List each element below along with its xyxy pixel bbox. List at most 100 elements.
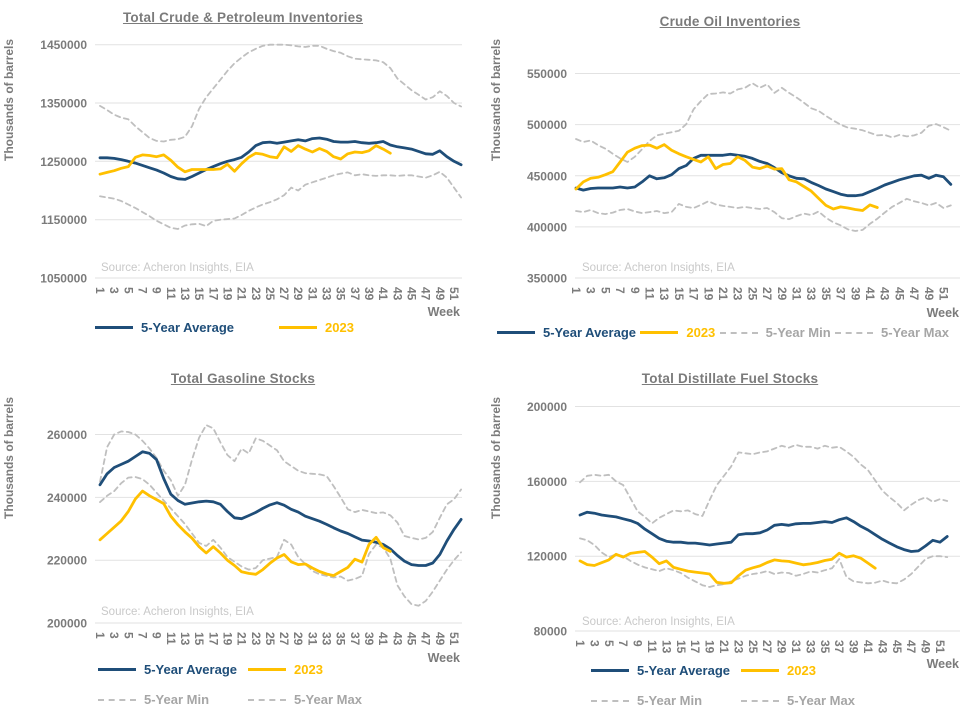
series-line-5-year-average: [574, 152, 953, 198]
x-tick-label: 29: [291, 632, 305, 646]
solid-line-swatch: [248, 668, 286, 671]
x-tick-label: 43: [390, 632, 404, 646]
x-axis-title: Week: [427, 305, 460, 319]
x-tick-label: 33: [803, 640, 817, 654]
dashed-line-swatch: [248, 698, 286, 701]
source-note: Source: Acheron Insights, EIA: [101, 262, 254, 274]
source-note: Source: Acheron Insights, EIA: [582, 262, 735, 274]
x-tick-label: 9: [631, 640, 645, 647]
x-tick-label: 47: [904, 640, 918, 654]
x-tick-label: 35: [334, 287, 348, 301]
x-tick-label: 7: [616, 640, 630, 647]
legend-item-5-year-average: 5-Year Average: [497, 325, 636, 340]
x-tick-label: 3: [107, 632, 121, 639]
legend-item-2023: 2023: [279, 320, 354, 335]
legend-label: 5-Year Average: [543, 325, 636, 340]
x-tick-label: 33: [804, 287, 818, 301]
x-tick-label: 41: [861, 640, 875, 654]
y-tick-label: 550000: [527, 67, 567, 81]
x-tick-label: 45: [890, 640, 904, 654]
x-tick-label: 19: [701, 287, 715, 301]
series-line-5-year-average: [98, 450, 463, 567]
x-tick-label: 3: [107, 287, 121, 294]
chart-panel-total-distillate: Total Distillate Fuel Stocks Thousands o…: [487, 355, 973, 710]
x-tick-label: 17: [687, 287, 701, 301]
legend-label: 2023: [787, 663, 816, 678]
y-tick-label: 1050000: [40, 272, 87, 286]
series-line-2023: [98, 489, 392, 578]
x-tick-label: 49: [433, 632, 447, 646]
legend-label: 5-Year Average: [141, 320, 234, 335]
x-tick-label: 3: [587, 640, 601, 647]
x-tick-label: 1: [93, 287, 107, 294]
legend-item-2023: 2023: [640, 325, 715, 340]
x-tick-label: 29: [775, 287, 789, 301]
dashed-line-swatch: [741, 699, 779, 702]
y-tick-label: 1350000: [40, 97, 87, 111]
x-tick-label: 1: [93, 632, 107, 639]
dashed-line-swatch: [719, 331, 758, 334]
y-tick-label: 350000: [527, 272, 567, 286]
legend-label: 5-Year Max: [881, 325, 949, 340]
legend-label: 5-Year Max: [787, 693, 855, 708]
solid-line-swatch: [279, 326, 317, 329]
series-line-2023: [578, 550, 877, 585]
x-tick-label: 47: [419, 632, 433, 646]
x-tick-label: 33: [320, 287, 334, 301]
x-tick-label: 25: [263, 287, 277, 301]
x-tick-label: 21: [235, 632, 249, 646]
y-tick-label: 240000: [47, 491, 87, 505]
x-tick-label: 9: [150, 632, 164, 639]
y-tick-label: 1150000: [41, 213, 87, 227]
series-line-5-year-max: [99, 424, 463, 541]
solid-line-swatch: [741, 669, 779, 672]
series-line-5-year-max: [575, 82, 952, 163]
x-tick-label: 13: [657, 287, 671, 301]
x-tick-label: 25: [263, 632, 277, 646]
solid-line-swatch: [640, 331, 679, 334]
x-tick-label: 17: [688, 640, 702, 654]
series-line-2023: [574, 143, 879, 212]
x-tick-label: 37: [348, 287, 362, 301]
x-tick-label: 49: [919, 640, 933, 654]
x-axis-title: Week: [926, 306, 959, 320]
solid-line-swatch: [591, 669, 629, 672]
legend: 5-Year Average 2023 5-Year Min 5-Year Ma…: [497, 325, 949, 340]
x-tick-label: 31: [789, 640, 803, 654]
x-tick-label: 11: [164, 632, 178, 645]
x-tick-label: 27: [277, 287, 291, 301]
x-tick-label: 13: [659, 640, 673, 654]
x-tick-label: 45: [405, 632, 419, 646]
x-tick-label: 51: [447, 287, 461, 301]
legend-item-2023: 2023: [248, 662, 362, 677]
legend-label: 5-Year Average: [637, 663, 730, 678]
legend-label: 5-Year Average: [144, 662, 237, 677]
x-tick-label: 27: [760, 287, 774, 301]
x-tick-label: 35: [334, 632, 348, 646]
x-tick-label: 23: [249, 632, 263, 646]
legend-label: 5-Year Max: [294, 692, 362, 707]
legend-item-5-year-max: 5-Year Max: [741, 693, 855, 708]
x-tick-label: 1: [569, 287, 583, 294]
y-tick-label: 200000: [527, 400, 567, 414]
x-tick-label: 31: [305, 287, 319, 301]
x-tick-label: 5: [121, 287, 135, 294]
legend-label: 2023: [686, 325, 716, 340]
x-tick-label: 9: [628, 287, 642, 294]
legend-label: 2023: [294, 662, 323, 677]
source-note: Source: Acheron Insights, EIA: [101, 606, 254, 618]
x-tick-label: 13: [178, 632, 192, 646]
x-tick-label: 21: [716, 287, 730, 301]
chart-title: Total Distillate Fuel Stocks: [641, 371, 819, 386]
legend-item-5-year-max: 5-Year Max: [835, 325, 949, 340]
x-tick-label: 51: [447, 632, 461, 646]
y-tick-label: 220000: [47, 554, 87, 568]
x-tick-label: 45: [405, 287, 419, 301]
x-tick-label: 7: [613, 287, 627, 294]
y-tick-label: 450000: [527, 169, 567, 183]
x-tick-label: 37: [834, 287, 848, 301]
